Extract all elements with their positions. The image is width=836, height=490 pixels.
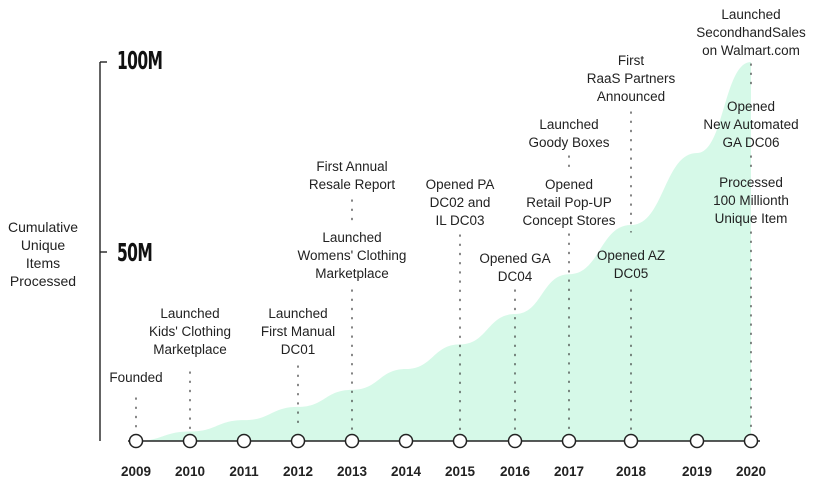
timeline-marker-2018	[625, 435, 638, 448]
event-text-line: Founded	[109, 369, 162, 387]
y-axis-label: Cumulative Unique Items Processed	[0, 218, 86, 290]
year-label-2016: 2016	[490, 464, 540, 479]
event-text-line: First	[587, 52, 676, 70]
event-text-line: Retail Pop-UP	[522, 194, 615, 212]
event-text-line: Marketplace	[149, 341, 231, 359]
event-text-line: Opened	[703, 98, 798, 116]
event-text-line: DC05	[597, 265, 665, 283]
event-text-line: Announced	[587, 88, 676, 106]
timeline-marker-2014	[400, 435, 413, 448]
event-text-line: 100 Millionth	[713, 192, 789, 210]
y-tick-label-50m: 50M	[117, 238, 152, 267]
timeline-marker-2019	[691, 435, 704, 448]
event-text-line: Kids' Clothing	[149, 323, 231, 341]
year-label-2010: 2010	[165, 464, 215, 479]
y-axis-label-line: Unique	[0, 236, 86, 254]
year-label-2009: 2009	[111, 464, 161, 479]
event-annotation: Launched Womens' Clothing Marketplace	[298, 229, 407, 283]
event-text-line: New Automated	[703, 116, 798, 134]
timeline-marker-2013	[346, 435, 359, 448]
year-label-2020: 2020	[726, 464, 776, 479]
event-annotation: Launched Kids' Clothing Marketplace	[149, 305, 231, 359]
event-annotation: First RaaS Partners Announced	[587, 52, 676, 106]
year-label-2015: 2015	[435, 464, 485, 479]
event-text-line: Resale Report	[309, 176, 395, 194]
event-text-line: Marketplace	[298, 265, 407, 283]
event-text-line: Goody Boxes	[528, 134, 609, 152]
timeline-marker-2011	[238, 435, 251, 448]
event-text-line: Womens' Clothing	[298, 247, 407, 265]
event-annotation: Opened New Automated GA DC06	[703, 98, 798, 152]
event-text-line: Launched	[261, 305, 335, 323]
event-annotation: Launched SecondhandSales on Walmart.com	[696, 6, 806, 60]
timeline-marker-2015	[454, 435, 467, 448]
event-annotation: Opened GA DC04	[479, 250, 550, 286]
event-text-line: Opened	[522, 176, 615, 194]
event-text-line: on Walmart.com	[696, 42, 806, 60]
event-text-line: SecondhandSales	[696, 24, 806, 42]
event-text-line: DC01	[261, 341, 335, 359]
event-text-line: Unique Item	[713, 210, 789, 228]
y-axis-label-line: Cumulative	[0, 218, 86, 236]
timeline-marker-2020	[745, 435, 758, 448]
year-label-2012: 2012	[273, 464, 323, 479]
event-annotation: First Annual Resale Report	[309, 158, 395, 194]
year-label-2018: 2018	[606, 464, 656, 479]
event-text-line: Launched	[696, 6, 806, 24]
event-text-line: Opened PA	[426, 176, 495, 194]
year-label-2013: 2013	[327, 464, 377, 479]
event-text-line: First Manual	[261, 323, 335, 341]
event-text-line: Launched	[149, 305, 231, 323]
y-tick-label-100m: 100M	[117, 46, 162, 75]
event-text-line: DC02 and	[426, 194, 495, 212]
event-text-line: Concept Stores	[522, 212, 615, 230]
event-text-line: Launched	[298, 229, 407, 247]
y-axis-label-line: Processed	[0, 272, 86, 290]
timeline-marker-2010	[184, 435, 197, 448]
event-text-line: First Annual	[309, 158, 395, 176]
event-annotation: Opened PA DC02 and IL DC03	[426, 176, 495, 230]
event-annotation: Processed 100 Millionth Unique Item	[713, 174, 789, 228]
y-axis-label-line: Items	[0, 254, 86, 272]
timeline-marker-2012	[292, 435, 305, 448]
event-text-line: Launched	[528, 116, 609, 134]
year-label-2011: 2011	[219, 464, 269, 479]
year-label-2014: 2014	[381, 464, 431, 479]
event-text-line: Opened GA	[479, 250, 550, 268]
event-text-line: IL DC03	[426, 212, 495, 230]
event-text-line: DC04	[479, 268, 550, 286]
event-text-line: Opened AZ	[597, 247, 665, 265]
year-label-2019: 2019	[672, 464, 722, 479]
event-text-line: RaaS Partners	[587, 70, 676, 88]
event-annotation: Opened AZ DC05	[597, 247, 665, 283]
event-annotation: Opened Retail Pop-UP Concept Stores	[522, 176, 615, 230]
year-label-2017: 2017	[544, 464, 594, 479]
event-annotation: Launched First Manual DC01	[261, 305, 335, 359]
timeline-marker-2009	[130, 435, 143, 448]
timeline-marker-2016	[509, 435, 522, 448]
timeline-marker-2017	[563, 435, 576, 448]
event-text-line: GA DC06	[703, 134, 798, 152]
event-annotation: Launched Goody Boxes	[528, 116, 609, 152]
event-annotation: Founded	[109, 369, 162, 387]
event-text-line: Processed	[713, 174, 789, 192]
